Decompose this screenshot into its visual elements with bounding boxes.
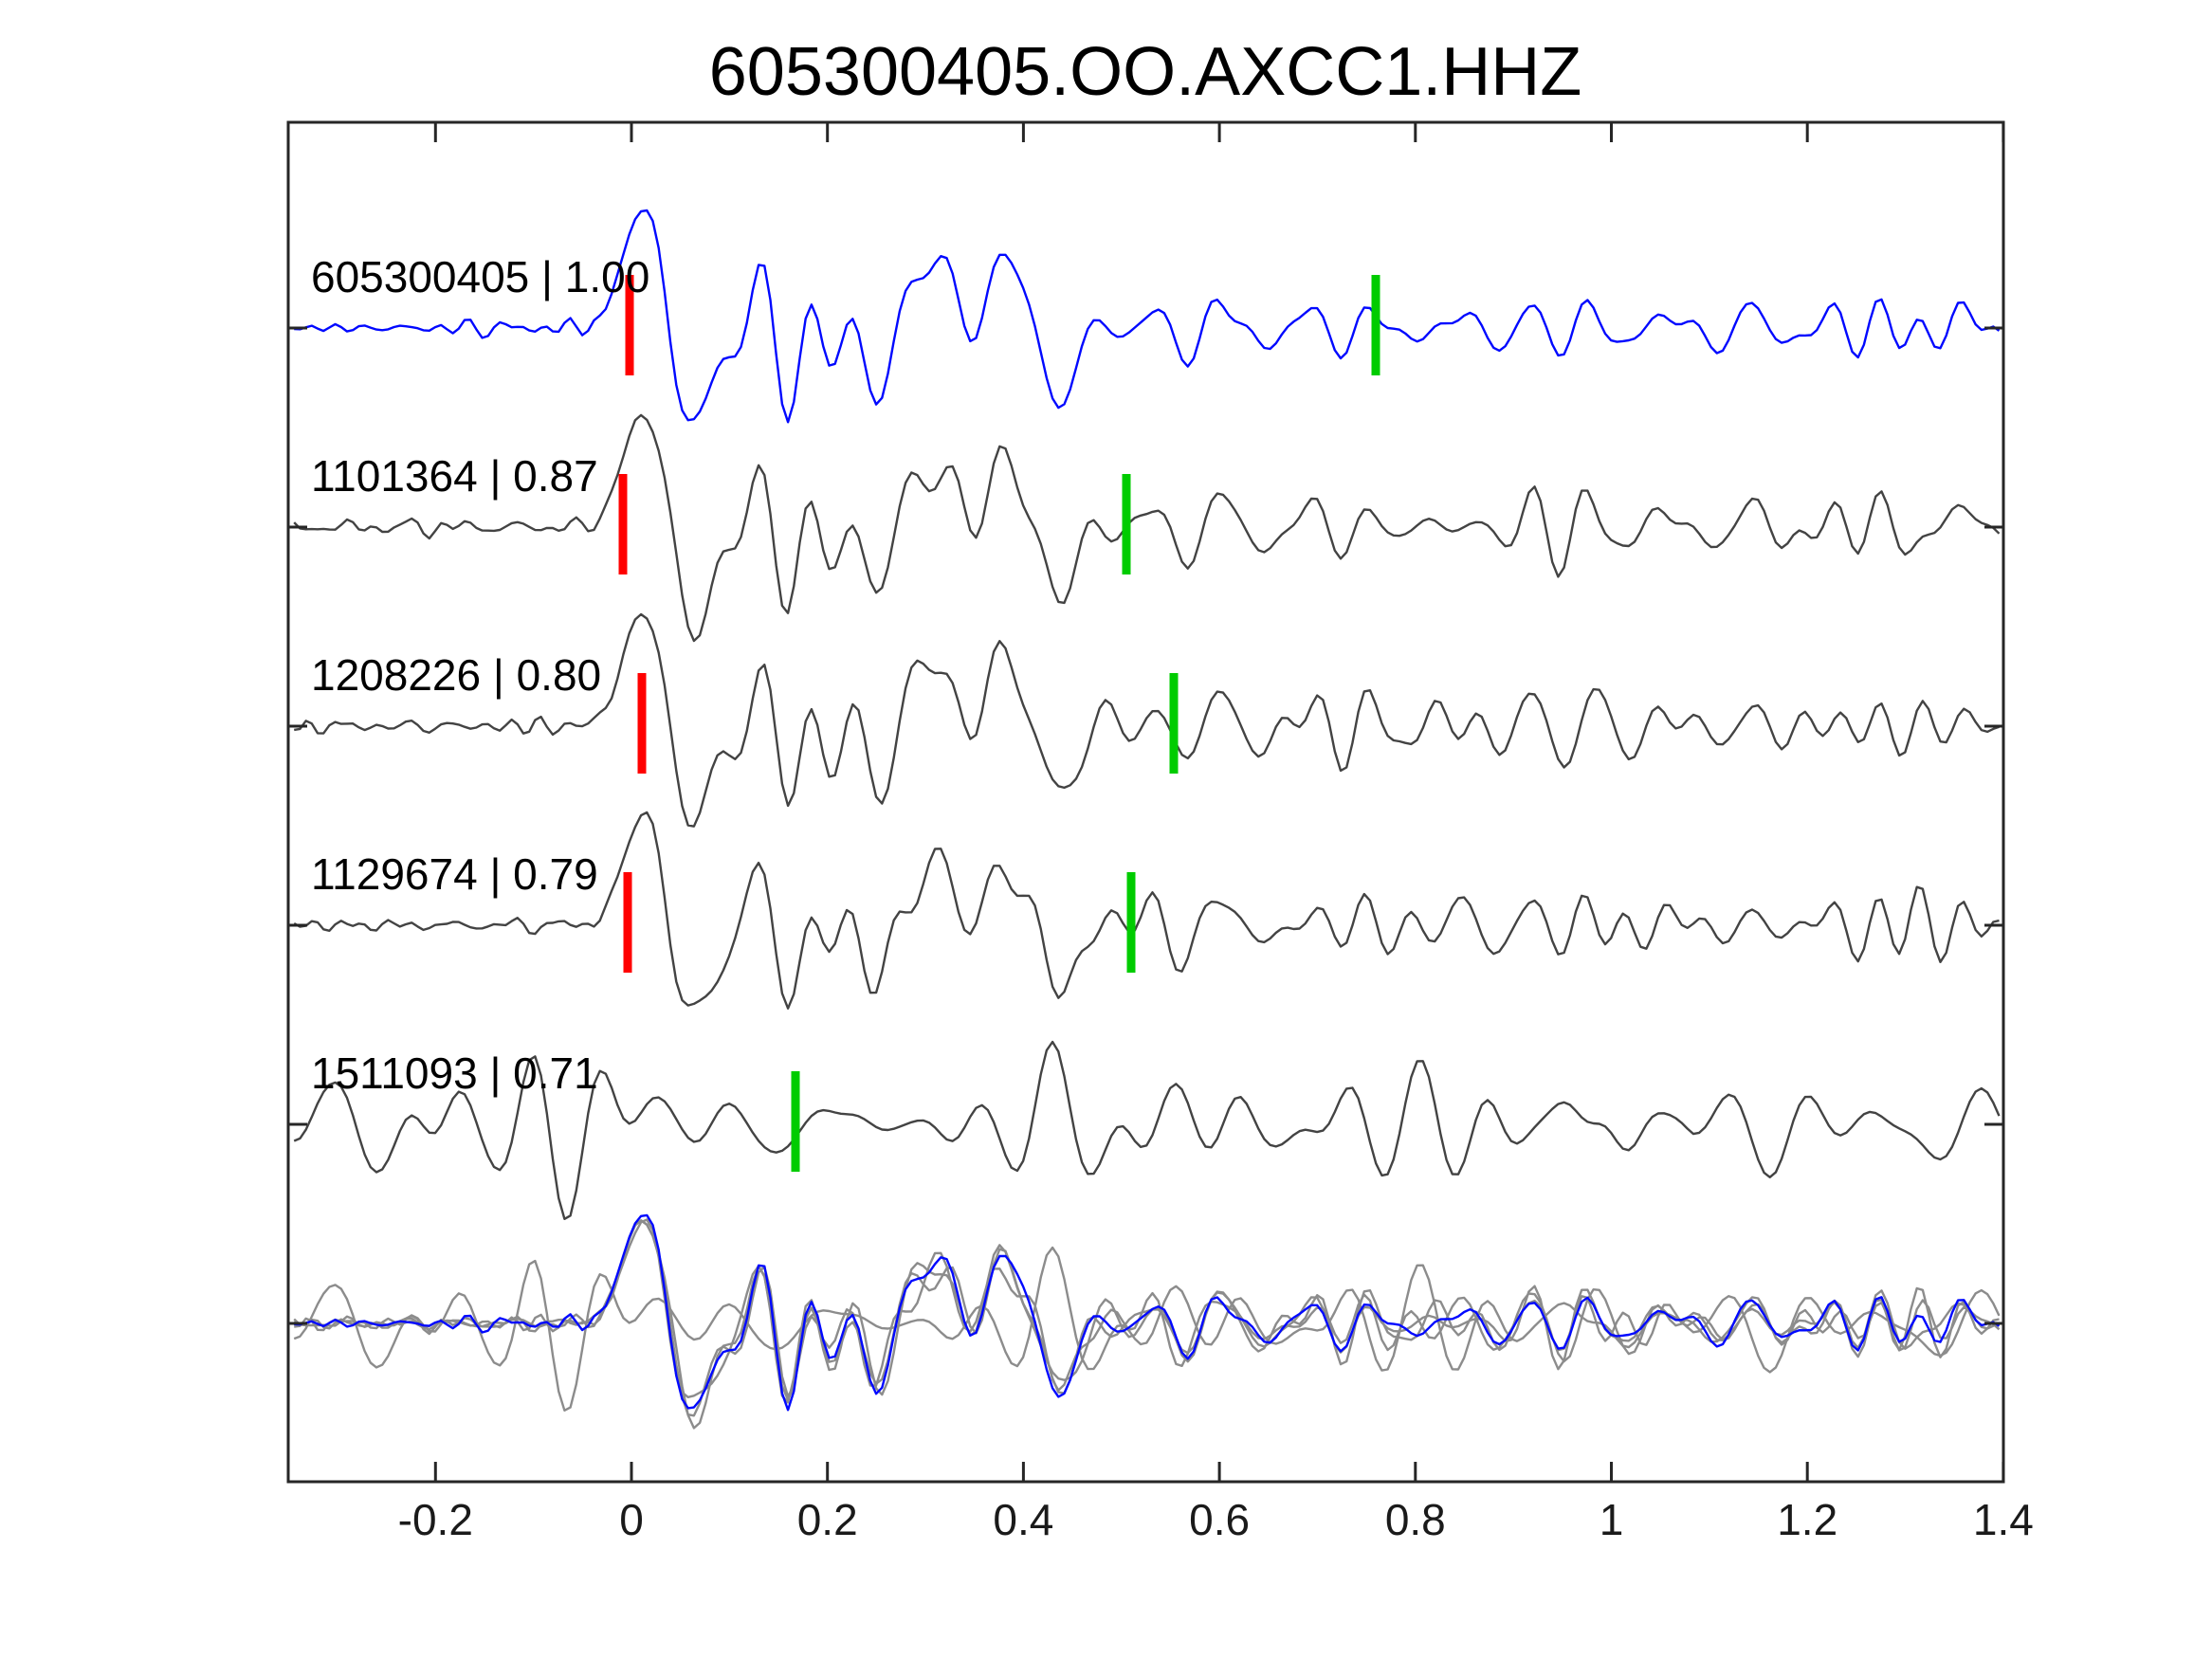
svg-text:1511093 | 0.71: 1511093 | 0.71 xyxy=(311,1048,598,1098)
svg-text:1208226 | 0.80: 1208226 | 0.80 xyxy=(311,650,601,700)
svg-text:1.2: 1.2 xyxy=(1777,1495,1837,1544)
svg-text:0.2: 0.2 xyxy=(797,1495,858,1544)
svg-text:1.4: 1.4 xyxy=(1973,1495,2034,1544)
svg-text:1101364 | 0.87: 1101364 | 0.87 xyxy=(311,451,598,501)
svg-text:-0.2: -0.2 xyxy=(398,1495,473,1544)
svg-text:0.8: 0.8 xyxy=(1385,1495,1446,1544)
svg-text:1: 1 xyxy=(1600,1495,1624,1544)
svg-text:0.6: 0.6 xyxy=(1189,1495,1250,1544)
svg-text:605300405 | 1.00: 605300405 | 1.00 xyxy=(311,252,649,301)
svg-text:0.4: 0.4 xyxy=(993,1495,1053,1544)
svg-text:605300405.OO.AXCC1.HHZ: 605300405.OO.AXCC1.HHZ xyxy=(709,34,1581,110)
svg-text:0: 0 xyxy=(619,1495,644,1544)
svg-text:1129674 | 0.79: 1129674 | 0.79 xyxy=(311,849,598,899)
